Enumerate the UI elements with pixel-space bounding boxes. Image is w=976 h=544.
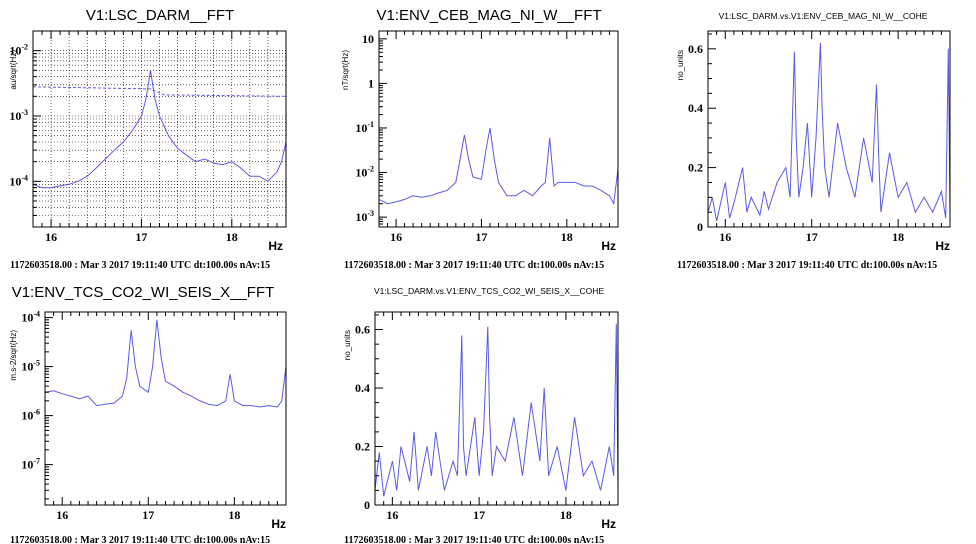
y-tick-label: 0.4 bbox=[355, 381, 370, 395]
chart-title: V1:LSC_DARM.vs.V1:ENV_CEB_MAG_NI_W__COHE bbox=[719, 11, 928, 21]
y-axis-label: m.s-2/sqrt(Hz) bbox=[9, 330, 18, 381]
panel-seis-fft: V1:ENV_TCS_CO2_WI_SEIS_X__FFT m.s-2/sqrt… bbox=[9, 284, 287, 544]
plot-frame bbox=[32, 30, 287, 228]
x-tick-label: 17 bbox=[135, 230, 147, 244]
panel-mag-cohe: V1:LSC_DARM.vs.V1:ENV_CEB_MAG_NI_W__COHE… bbox=[676, 11, 951, 271]
x-axis-unit: Hz bbox=[935, 239, 950, 253]
x-axis-unit: Hz bbox=[601, 239, 616, 253]
x-tick-label: 18 bbox=[892, 230, 904, 244]
y-tick-label: 0.2 bbox=[355, 440, 370, 454]
y-tick-label: 10-7 bbox=[21, 457, 40, 472]
x-tick-label: 16 bbox=[390, 230, 402, 244]
x-tick-label: 18 bbox=[226, 230, 238, 244]
x-tick-label: 17 bbox=[475, 230, 487, 244]
series-line bbox=[32, 70, 287, 189]
y-tick-label: 10-6 bbox=[21, 408, 40, 423]
x-axis-unit: Hz bbox=[268, 239, 283, 253]
y-tick-label: 1 bbox=[368, 76, 374, 90]
panel-mag-fft: V1:ENV_CEB_MAG_NI_W__FFT nT/sqrt(Hz) Hz … bbox=[341, 7, 619, 271]
y-tick-label: 10-4 bbox=[9, 173, 28, 188]
x-tick-label: 17 bbox=[473, 508, 485, 522]
footer-timestamp: 1172603518.00 : Mar 3 2017 19:11:40 UTC … bbox=[10, 260, 270, 271]
y-axis-label: au/sqrt(Hz) bbox=[9, 50, 18, 90]
x-tick-label: 16 bbox=[56, 508, 68, 522]
y-tick-label: 10-2 bbox=[355, 165, 374, 180]
y-tick-label: 10 bbox=[362, 32, 374, 46]
y-tick-label: 0.4 bbox=[688, 101, 703, 115]
chart-title: V1:LSC_DARM.vs.V1:ENV_TCS_CO2_WI_SEIS_X_… bbox=[374, 286, 604, 296]
footer-timestamp: 1172603518.00 : Mar 3 2017 19:11:40 UTC … bbox=[10, 535, 270, 544]
plot-frame bbox=[378, 30, 619, 228]
y-tick-label: 0 bbox=[364, 498, 370, 512]
y-tick-label: 10-3 bbox=[355, 209, 374, 224]
series-line bbox=[707, 42, 951, 222]
x-tick-label: 17 bbox=[142, 508, 154, 522]
chart-title: V1:ENV_TCS_CO2_WI_SEIS_X__FFT bbox=[12, 284, 275, 301]
panel-darm-fft: V1:LSC_DARM__FFT au/sqrt(Hz) Hz 11726035… bbox=[9, 7, 287, 271]
x-axis-unit: Hz bbox=[601, 517, 616, 531]
x-tick-label: 18 bbox=[561, 230, 573, 244]
x-axis-unit: Hz bbox=[271, 517, 286, 531]
x-tick-label: 18 bbox=[228, 508, 240, 522]
series-line bbox=[44, 319, 287, 408]
y-axis-label: no_units bbox=[343, 330, 352, 360]
series-line bbox=[374, 323, 619, 497]
plot-frame bbox=[707, 30, 951, 228]
chart-title: V1:LSC_DARM__FFT bbox=[86, 7, 234, 24]
y-tick-label: 0.2 bbox=[688, 161, 703, 175]
y-tick-label: 10-5 bbox=[21, 359, 40, 374]
y-axis-label: no_units bbox=[676, 50, 685, 80]
panel-seis-cohe: V1:LSC_DARM.vs.V1:ENV_TCS_CO2_WI_SEIS_X_… bbox=[343, 286, 619, 544]
y-tick-label: 0.6 bbox=[355, 323, 370, 337]
footer-timestamp: 1172603518.00 : Mar 3 2017 19:11:40 UTC … bbox=[344, 260, 604, 271]
chart-title: V1:ENV_CEB_MAG_NI_W__FFT bbox=[376, 7, 601, 24]
footer-timestamp: 1172603518.00 : Mar 3 2017 19:11:40 UTC … bbox=[344, 535, 604, 544]
series-line bbox=[378, 127, 619, 206]
x-tick-label: 16 bbox=[386, 508, 398, 522]
x-tick-label: 17 bbox=[806, 230, 818, 244]
y-tick-label: 10-1 bbox=[355, 120, 374, 135]
plot-frame bbox=[44, 311, 287, 506]
y-tick-label: 10-3 bbox=[9, 108, 28, 123]
x-tick-label: 18 bbox=[560, 508, 572, 522]
y-axis-label: nT/sqrt(Hz) bbox=[341, 50, 350, 90]
y-tick-label: 10-2 bbox=[9, 43, 28, 58]
y-tick-label: 0.6 bbox=[688, 42, 703, 56]
y-tick-label: 10-4 bbox=[21, 310, 40, 325]
footer-timestamp: 1172603518.00 : Mar 3 2017 19:11:40 UTC … bbox=[677, 260, 937, 271]
x-tick-label: 16 bbox=[45, 230, 57, 244]
y-tick-label: 0 bbox=[697, 220, 703, 234]
x-tick-label: 16 bbox=[719, 230, 731, 244]
plot-frame bbox=[374, 311, 619, 506]
